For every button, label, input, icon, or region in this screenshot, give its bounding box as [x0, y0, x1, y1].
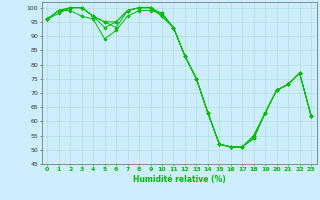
X-axis label: Humidité relative (%): Humidité relative (%) — [133, 175, 226, 184]
